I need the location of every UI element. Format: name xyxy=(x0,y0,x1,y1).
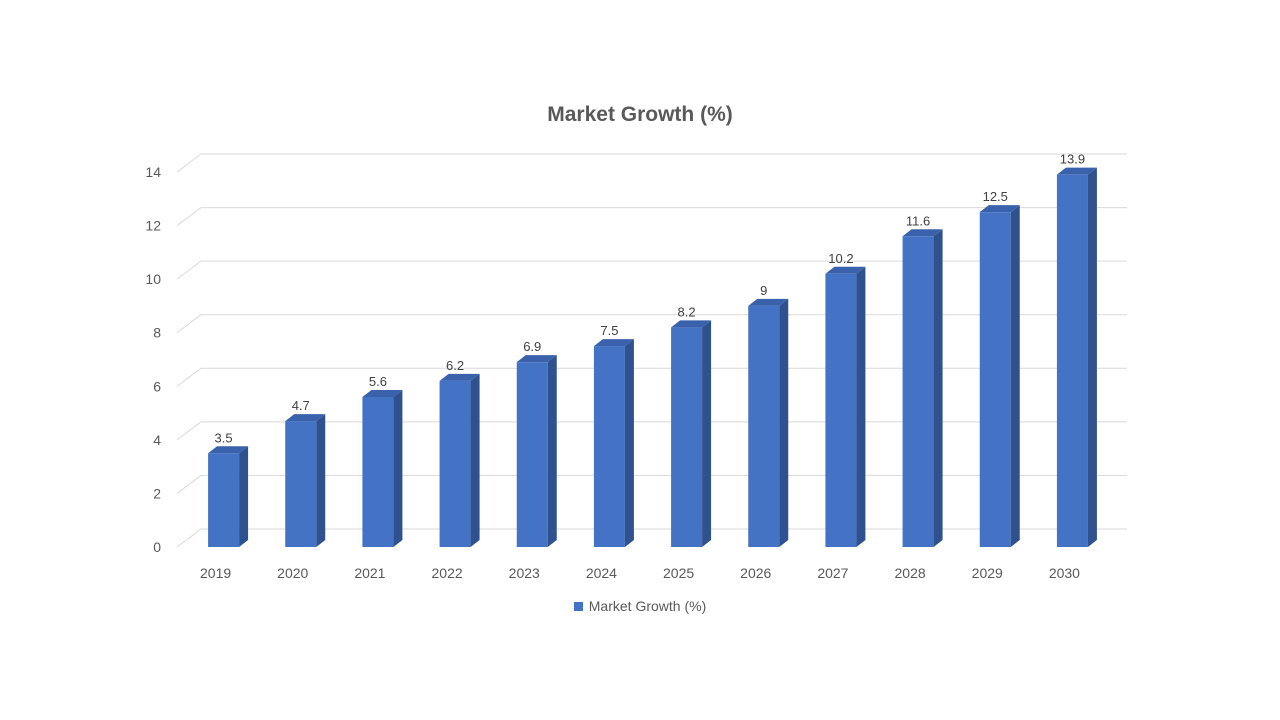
bar-top xyxy=(516,355,557,363)
y-tick-label: 4 xyxy=(153,432,161,448)
y-tick-label: 0 xyxy=(153,539,161,555)
x-tick-label: 2021 xyxy=(354,565,385,581)
x-tick-label: 2026 xyxy=(740,565,771,581)
bar xyxy=(516,362,548,547)
y-tick-label: 12 xyxy=(145,218,161,234)
gridline xyxy=(176,153,1127,173)
data-label: 10.2 xyxy=(828,251,853,266)
data-label: 11.6 xyxy=(906,213,930,228)
data-label: 7.5 xyxy=(600,323,618,338)
legend: Market Growth (%) xyxy=(0,598,1280,614)
x-tick-label: 2024 xyxy=(586,565,617,581)
bar-side xyxy=(316,414,326,547)
data-label: 6.2 xyxy=(446,358,464,373)
bar xyxy=(285,421,317,547)
bar-top xyxy=(902,229,943,237)
data-label: 5.6 xyxy=(369,374,387,389)
gridline xyxy=(176,528,1127,548)
x-tick-label: 2022 xyxy=(432,565,463,581)
bar xyxy=(439,380,471,547)
x-tick-label: 2027 xyxy=(817,565,848,581)
gridline xyxy=(176,260,1127,280)
bar-side xyxy=(1010,205,1020,547)
x-tick-label: 2030 xyxy=(1049,565,1080,581)
bar-top xyxy=(208,446,249,454)
bar xyxy=(825,273,857,547)
gridline xyxy=(176,367,1127,387)
data-label: 9 xyxy=(760,283,767,298)
bar-side xyxy=(779,298,789,547)
y-tick-label: 10 xyxy=(145,271,161,287)
bar-top xyxy=(979,205,1020,213)
bar-side xyxy=(702,320,712,547)
x-tick-label: 2020 xyxy=(277,565,308,581)
legend-label: Market Growth (%) xyxy=(588,598,707,614)
y-tick-label: 6 xyxy=(153,378,161,394)
y-tick-label: 14 xyxy=(145,164,161,180)
data-label: 8.2 xyxy=(678,304,696,319)
bar-side xyxy=(1087,167,1097,547)
bar-side xyxy=(470,373,480,547)
bar xyxy=(748,305,780,547)
bar xyxy=(1056,174,1088,547)
gridline xyxy=(176,207,1127,226)
bar-top xyxy=(1056,167,1097,175)
legend-swatch xyxy=(573,601,583,611)
data-label: 6.9 xyxy=(523,339,541,354)
x-tick-label: 2023 xyxy=(509,565,540,581)
bar xyxy=(362,397,394,547)
x-tick-label: 2028 xyxy=(895,565,926,581)
chart-title: Market Growth (%) xyxy=(547,103,733,126)
bar-top xyxy=(285,414,326,422)
y-tick-label: 2 xyxy=(153,485,161,501)
bar xyxy=(593,346,625,547)
bar-top xyxy=(439,373,480,381)
bar-top xyxy=(825,266,866,274)
bar xyxy=(208,453,240,547)
bar xyxy=(671,327,703,547)
bar-side xyxy=(624,339,634,547)
data-label: 12.5 xyxy=(983,189,1008,204)
x-tick-label: 2029 xyxy=(972,565,1003,581)
bar-top xyxy=(362,390,403,397)
data-label: 4.7 xyxy=(292,398,310,413)
bar-side xyxy=(856,266,866,547)
y-tick-label: 8 xyxy=(153,325,161,341)
bar-side xyxy=(393,390,403,547)
bar-top xyxy=(593,339,634,347)
bar-top xyxy=(748,298,789,306)
bar-top xyxy=(671,320,712,328)
gridline xyxy=(176,474,1127,494)
x-tick-label: 2025 xyxy=(663,565,694,581)
bar xyxy=(902,236,934,548)
bar-side xyxy=(933,229,943,548)
data-label: 13.9 xyxy=(1060,152,1085,167)
data-label: 3.5 xyxy=(215,430,233,445)
bar-side xyxy=(547,355,557,547)
gridline xyxy=(176,421,1127,441)
x-tick-label: 2019 xyxy=(200,565,231,581)
gridline xyxy=(176,314,1127,334)
bar-side xyxy=(239,446,249,547)
bar xyxy=(979,212,1011,547)
